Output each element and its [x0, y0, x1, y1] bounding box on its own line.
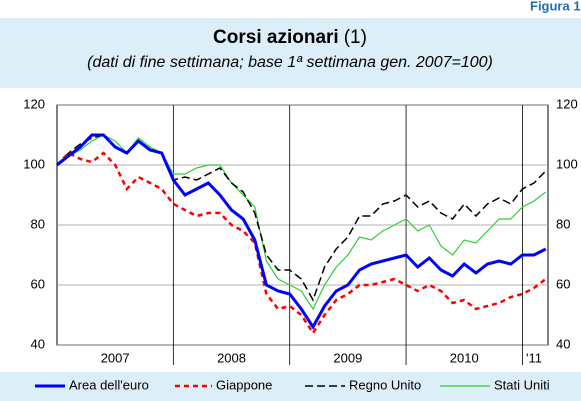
- legend-label: Area dell'euro: [69, 377, 149, 392]
- subtitle: (dati di fine settimana; base 1ª settima…: [87, 54, 493, 71]
- x-tick-label: 2008: [217, 350, 246, 365]
- chart-title: Corsi azionari: [213, 27, 339, 48]
- y-tick-label: 120: [23, 96, 45, 111]
- y-tick-label: 60: [31, 276, 45, 291]
- y2-tick-label: 40: [556, 336, 570, 351]
- title-note: (1): [344, 27, 367, 48]
- y2-tick-label: 60: [556, 276, 570, 291]
- series-line: [56, 134, 547, 311]
- figure-label: Figura 1: [530, 0, 581, 13]
- y-tick-label: 100: [23, 156, 45, 171]
- legend-label: Regno Unito: [349, 377, 421, 392]
- series-line: [56, 133, 547, 330]
- y-tick-label: 40: [31, 336, 45, 351]
- y2-tick-label: 100: [556, 156, 578, 171]
- x-tick-label: 2007: [101, 350, 130, 365]
- y-tick-label: 80: [31, 216, 45, 231]
- chart-title: Corsi azionari (1): [213, 27, 367, 48]
- legend-label: Stati Uniti: [494, 377, 550, 392]
- legend-label: Giappone: [216, 377, 272, 392]
- y2-tick-label: 120: [556, 96, 578, 111]
- x-tick-label: 2010: [450, 350, 479, 365]
- x-tick-label: 2009: [333, 350, 362, 365]
- x-tick-label: '11: [526, 350, 542, 365]
- y2-tick-label: 80: [556, 216, 570, 231]
- header-band: [0, 18, 581, 88]
- series-line: [56, 151, 547, 336]
